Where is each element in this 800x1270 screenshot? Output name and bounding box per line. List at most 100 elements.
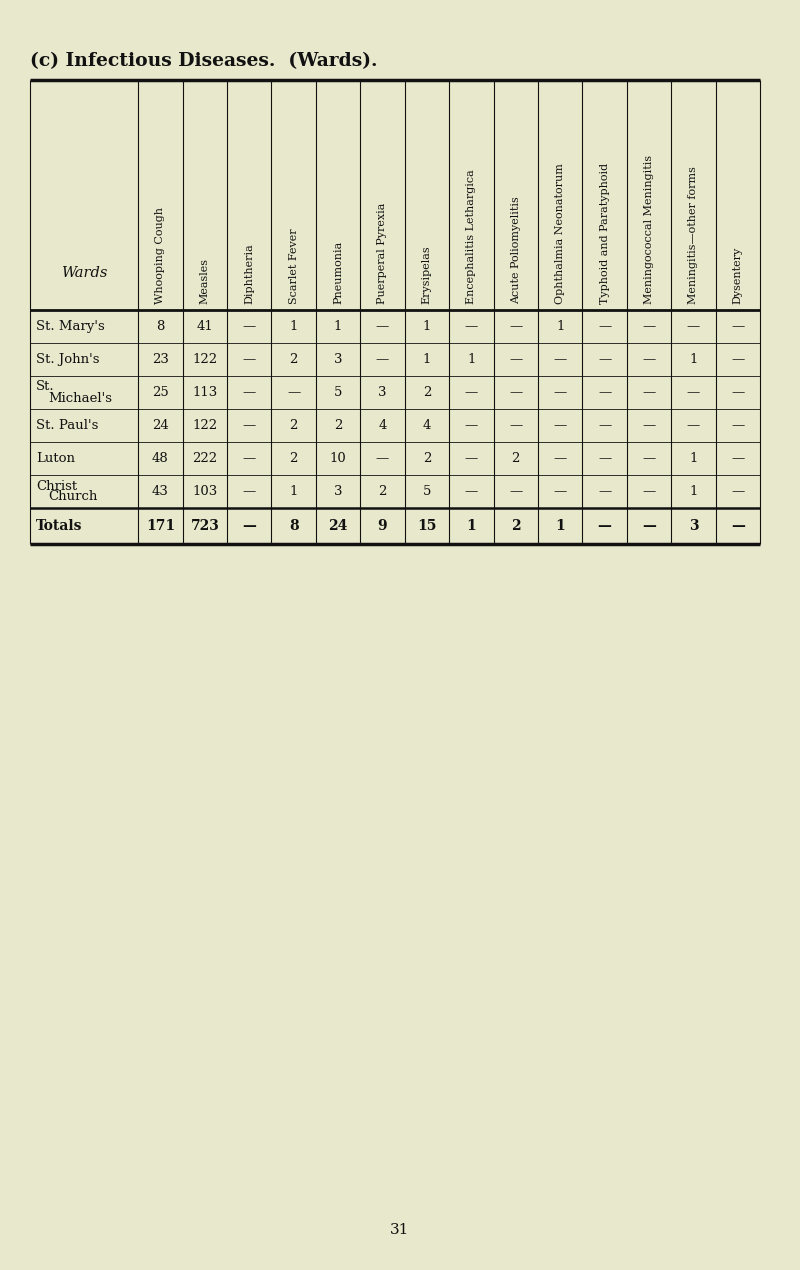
Text: —: —: [242, 485, 256, 498]
Text: —: —: [554, 386, 566, 399]
Text: Measles: Measles: [200, 258, 210, 304]
Text: (c) Infectious Diseases.  (Wards).: (c) Infectious Diseases. (Wards).: [30, 52, 378, 70]
Text: 3: 3: [334, 485, 342, 498]
Text: —: —: [287, 386, 300, 399]
Text: 2: 2: [422, 386, 431, 399]
Text: 1: 1: [689, 452, 698, 465]
Text: 10: 10: [330, 452, 346, 465]
Text: 1: 1: [467, 353, 475, 366]
Text: 48: 48: [152, 452, 169, 465]
Text: 122: 122: [192, 353, 218, 366]
Text: 2: 2: [290, 419, 298, 432]
Text: —: —: [509, 320, 522, 333]
Text: Encephalitis Lethargica: Encephalitis Lethargica: [466, 169, 476, 304]
Text: —: —: [686, 386, 700, 399]
Text: Ophthalmia Neonatorum: Ophthalmia Neonatorum: [555, 163, 565, 304]
Text: —: —: [598, 320, 611, 333]
Text: Dysentery: Dysentery: [733, 246, 742, 304]
Text: —: —: [686, 320, 700, 333]
Text: —: —: [598, 386, 611, 399]
Text: 2: 2: [422, 452, 431, 465]
Text: Church: Church: [48, 490, 98, 503]
Text: Pneumonia: Pneumonia: [333, 241, 343, 304]
Text: —: —: [731, 320, 745, 333]
Text: —: —: [465, 485, 478, 498]
Text: —: —: [465, 386, 478, 399]
Text: 5: 5: [334, 386, 342, 399]
Text: 2: 2: [378, 485, 386, 498]
Text: 24: 24: [152, 419, 169, 432]
Text: —: —: [598, 485, 611, 498]
Text: —: —: [731, 452, 745, 465]
Text: Totals: Totals: [36, 519, 82, 533]
Text: 1: 1: [422, 353, 431, 366]
Text: Luton: Luton: [36, 452, 75, 465]
Text: —: —: [598, 452, 611, 465]
Text: 1: 1: [290, 320, 298, 333]
Text: —: —: [509, 419, 522, 432]
Text: —: —: [376, 452, 389, 465]
Text: 3: 3: [689, 519, 698, 533]
Text: Whooping Cough: Whooping Cough: [155, 207, 166, 304]
Text: —: —: [731, 485, 745, 498]
Text: 1: 1: [689, 353, 698, 366]
Text: —: —: [242, 320, 256, 333]
Text: 122: 122: [192, 419, 218, 432]
Text: —: —: [554, 485, 566, 498]
Text: St. Mary's: St. Mary's: [36, 320, 105, 333]
Text: 4: 4: [378, 419, 386, 432]
Text: —: —: [509, 353, 522, 366]
Text: 113: 113: [192, 386, 218, 399]
Text: St.: St.: [36, 381, 54, 394]
Text: Acute Poliomyelitis: Acute Poliomyelitis: [510, 197, 521, 304]
Text: 5: 5: [422, 485, 431, 498]
Text: —: —: [242, 386, 256, 399]
Text: —: —: [242, 452, 256, 465]
Text: —: —: [731, 419, 745, 432]
Text: —: —: [731, 386, 745, 399]
Text: 2: 2: [511, 452, 520, 465]
Text: 1: 1: [422, 320, 431, 333]
Text: —: —: [509, 485, 522, 498]
Text: 4: 4: [422, 419, 431, 432]
Text: 3: 3: [378, 386, 386, 399]
Text: 171: 171: [146, 519, 175, 533]
Text: Erysipelas: Erysipelas: [422, 245, 432, 304]
Text: 1: 1: [555, 519, 565, 533]
Text: —: —: [376, 320, 389, 333]
Text: 1: 1: [290, 485, 298, 498]
Text: —: —: [598, 419, 611, 432]
Text: Meningitis—other forms: Meningitis—other forms: [688, 166, 698, 304]
Text: 23: 23: [152, 353, 169, 366]
Text: —: —: [242, 353, 256, 366]
Text: 2: 2: [290, 452, 298, 465]
Text: —: —: [554, 452, 566, 465]
Text: —: —: [242, 419, 256, 432]
Text: 2: 2: [511, 519, 521, 533]
Text: 103: 103: [192, 485, 218, 498]
Text: 41: 41: [197, 320, 213, 333]
Text: St. Paul's: St. Paul's: [36, 419, 98, 432]
Text: 1: 1: [466, 519, 476, 533]
Text: —: —: [598, 519, 611, 533]
Text: —: —: [731, 353, 745, 366]
Text: —: —: [642, 386, 655, 399]
Text: Diphtheria: Diphtheria: [244, 244, 254, 304]
Text: Wards: Wards: [61, 265, 107, 279]
Text: —: —: [642, 320, 655, 333]
Text: —: —: [731, 519, 745, 533]
Text: 15: 15: [418, 519, 437, 533]
Text: St. John's: St. John's: [36, 353, 99, 366]
Text: Scarlet Fever: Scarlet Fever: [289, 229, 298, 304]
Text: 723: 723: [190, 519, 219, 533]
Text: 43: 43: [152, 485, 169, 498]
Text: —: —: [642, 485, 655, 498]
Text: 31: 31: [390, 1223, 410, 1237]
Text: 1: 1: [689, 485, 698, 498]
Text: —: —: [509, 386, 522, 399]
Text: Puerperal Pyrexia: Puerperal Pyrexia: [378, 203, 387, 304]
Text: —: —: [642, 519, 656, 533]
Text: 8: 8: [289, 519, 298, 533]
Text: Michael's: Michael's: [48, 391, 112, 405]
Text: Christ: Christ: [36, 480, 77, 493]
